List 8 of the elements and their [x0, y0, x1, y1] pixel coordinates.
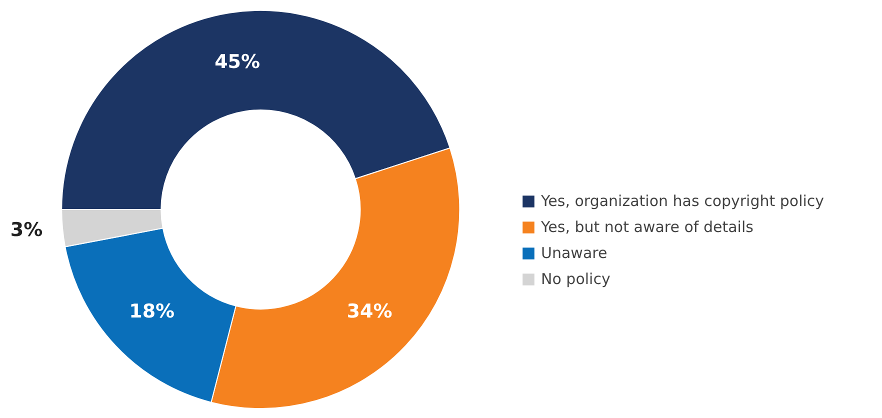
data-label: 3% [10, 219, 43, 242]
legend-label: Unaware [541, 244, 608, 262]
data-label: 18% [129, 300, 175, 323]
data-label: 34% [346, 300, 392, 323]
data-label: 45% [214, 51, 260, 74]
legend-label: No policy [541, 270, 610, 288]
legend-label: Yes, but not aware of details [541, 218, 754, 236]
legend-label: Yes, organization has copyright policy [541, 192, 824, 210]
